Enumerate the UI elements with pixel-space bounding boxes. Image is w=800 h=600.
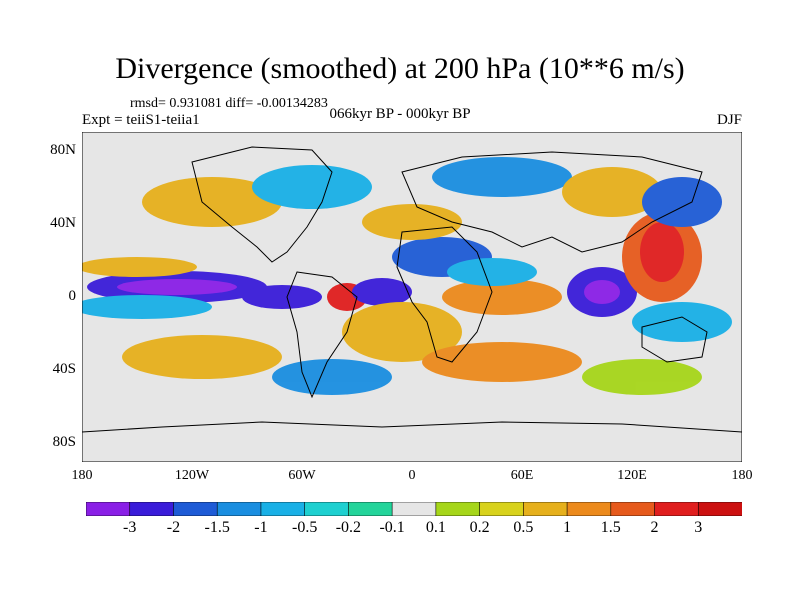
x-tick-label: 180 <box>731 468 753 483</box>
colorbar-swatch <box>697 502 742 516</box>
x-tick-label: 60W <box>288 468 316 483</box>
field-blob-positive <box>142 177 282 227</box>
colorbar-label: -0.2 <box>335 519 362 536</box>
field-blob-positive <box>582 359 702 395</box>
x-tick-label: 60E <box>510 468 534 483</box>
colorbar-label: 1.5 <box>600 519 621 536</box>
divergence-map <box>72 131 743 463</box>
field-blob-positive <box>422 342 582 382</box>
y-tick-label: 0 <box>68 288 77 304</box>
africa-outline <box>396 226 493 363</box>
colorbar-swatch <box>566 502 612 516</box>
colorbar-swatch <box>523 502 568 516</box>
antarctica-outline <box>81 421 743 433</box>
colorbar-label: 2 <box>650 519 659 536</box>
field-blob-negative <box>447 258 537 286</box>
colorbar-swatch <box>304 502 350 516</box>
colorbar-label: -1.5 <box>204 519 230 536</box>
colorbar-swatch <box>479 502 525 516</box>
colorbar-swatch <box>391 502 437 516</box>
experiment-label: Expt = teiiS1-teiia1 <box>82 112 200 128</box>
y-tick-label: 40S <box>52 361 76 377</box>
colorbar-swatch <box>173 502 219 516</box>
field-blob-positive <box>342 302 462 362</box>
field-blob-negative <box>632 302 732 342</box>
colorbar-swatch <box>435 502 481 516</box>
map-canvas <box>72 131 743 463</box>
y-tick-label: 80N <box>50 142 76 158</box>
australia-outline <box>641 316 708 363</box>
colorbar-label: 0.2 <box>469 519 490 536</box>
colorbar-label: 3 <box>694 519 703 536</box>
field-blob-positive <box>362 204 462 240</box>
colorbar-swatch <box>86 502 131 516</box>
colorbar-label: -3 <box>123 519 137 536</box>
field-blob-positive <box>442 279 562 315</box>
field-blob-negative <box>432 157 572 197</box>
field-blob-strong-negative <box>584 280 620 304</box>
field-blob-strong-negative <box>117 279 237 295</box>
field-blob-negative <box>352 278 412 306</box>
colorbar-label: 0.1 <box>425 519 446 536</box>
field-blob-negative <box>252 165 372 209</box>
field-blob-strong-positive <box>640 222 684 282</box>
field-blob-positive <box>562 167 662 217</box>
field-blob-negative <box>272 359 392 395</box>
colorbar-label: -0.5 <box>291 519 318 536</box>
colorbar-label: 1 <box>563 519 572 536</box>
colorbar-swatch <box>610 502 656 516</box>
colorbar-label: -0.1 <box>379 519 405 536</box>
colorbar-swatch <box>260 502 306 516</box>
x-tick-label: 0 <box>408 468 416 483</box>
colorbar <box>86 502 742 516</box>
y-tick-label: 80S <box>52 434 76 450</box>
south-america-outline <box>286 271 358 399</box>
field-blob-positive <box>122 335 282 379</box>
y-tick-label: 40N <box>50 215 76 231</box>
colorbar-label: -2 <box>166 519 181 536</box>
period-label: 066kyr BP - 000kyr BP <box>329 106 471 122</box>
colorbar-swatch <box>216 502 262 516</box>
season-label: DJF <box>716 112 742 128</box>
colorbar-swatch <box>654 502 700 516</box>
field-blob-positive <box>77 257 197 277</box>
colorbar-swatch <box>129 502 175 516</box>
field-blob-negative <box>72 295 212 319</box>
field-blob-negative <box>642 177 722 227</box>
colorbar-swatch <box>348 502 393 516</box>
north-america-outline <box>191 146 333 263</box>
eurasia-outline <box>401 151 703 253</box>
coastlines <box>81 146 743 433</box>
map-title: Divergence (smoothed) at 200 hPa (10**6 … <box>115 52 685 85</box>
colorbar-label: 0.5 <box>513 519 534 536</box>
x-tick-label: 120W <box>174 468 210 483</box>
divergence-field <box>72 157 732 395</box>
colorbar-label: -1 <box>254 519 268 536</box>
x-tick-label: 180 <box>71 468 93 483</box>
stats-text: rmsd= 0.931081 diff= -0.00134283 <box>130 96 328 111</box>
x-tick-label: 120E <box>617 468 647 483</box>
field-blob-negative <box>242 285 322 309</box>
